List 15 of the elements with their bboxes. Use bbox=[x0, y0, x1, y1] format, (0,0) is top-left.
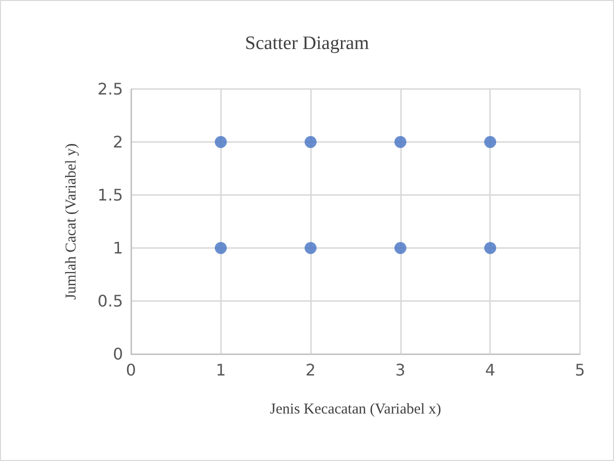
y-tick-label: 0.5 bbox=[98, 292, 123, 310]
y-tick-label: 2 bbox=[112, 132, 123, 152]
y-tick-label: 2.5 bbox=[98, 80, 123, 98]
y-axis-title: Jumlah Cacat (Variabel y) bbox=[64, 143, 80, 300]
x-tick-label: 5 bbox=[574, 360, 586, 380]
x-tick-label: 4 bbox=[485, 360, 496, 380]
x-tick-label: 2 bbox=[306, 360, 316, 380]
y-tick-label: 1.5 bbox=[98, 186, 123, 204]
x-axis-title: Jenis Kecacatan (Variabel x) bbox=[270, 402, 442, 418]
y-tick-label: 1 bbox=[112, 238, 123, 258]
x-tick-label: 3 bbox=[395, 360, 406, 380]
y-tick-label: 0 bbox=[112, 344, 123, 364]
x-tick-label: 0 bbox=[126, 360, 136, 380]
chart-title: Scatter Diagram bbox=[245, 33, 370, 54]
x-tick-label: 1 bbox=[216, 360, 226, 380]
